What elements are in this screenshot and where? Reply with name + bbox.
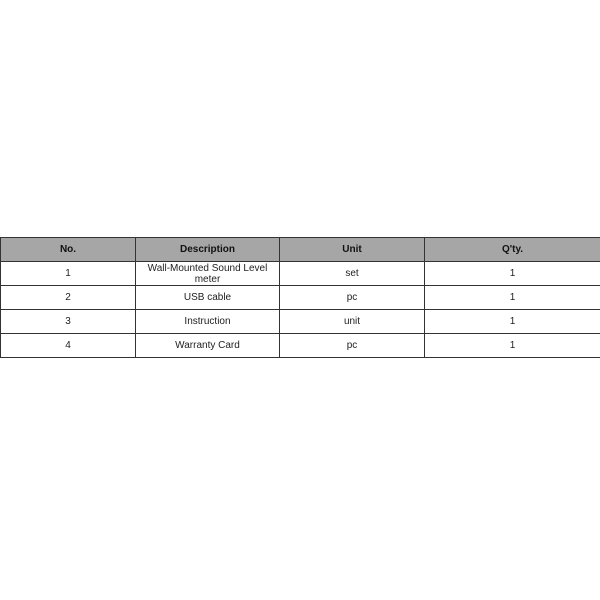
cell-qty: 1 [424, 261, 600, 286]
cell-unit: set [279, 261, 425, 286]
cell-unit: unit [279, 309, 425, 334]
header-description: Description [135, 237, 280, 262]
table-row: 4 Warranty Card pc 1 [0, 333, 600, 358]
packing-list-table: No. Description Unit Q'ty. 1 Wall-Mounte… [0, 237, 600, 358]
cell-no: 4 [0, 333, 136, 358]
cell-no: 3 [0, 309, 136, 334]
cell-unit: pc [279, 285, 425, 310]
cell-unit: pc [279, 333, 425, 358]
header-qty: Q'ty. [424, 237, 600, 262]
header-unit: Unit [279, 237, 425, 262]
table-header-row: No. Description Unit Q'ty. [0, 237, 600, 262]
cell-qty: 1 [424, 333, 600, 358]
header-no: No. [0, 237, 136, 262]
cell-description: Warranty Card [135, 333, 280, 358]
cell-description: Instruction [135, 309, 280, 334]
cell-qty: 1 [424, 285, 600, 310]
cell-qty: 1 [424, 309, 600, 334]
cell-no: 2 [0, 285, 136, 310]
cell-description: Wall-Mounted Sound Level meter [135, 261, 280, 286]
cell-description: USB cable [135, 285, 280, 310]
table-row: 1 Wall-Mounted Sound Level meter set 1 [0, 261, 600, 286]
cell-no: 1 [0, 261, 136, 286]
table-row: 3 Instruction unit 1 [0, 309, 600, 334]
table-row: 2 USB cable pc 1 [0, 285, 600, 310]
